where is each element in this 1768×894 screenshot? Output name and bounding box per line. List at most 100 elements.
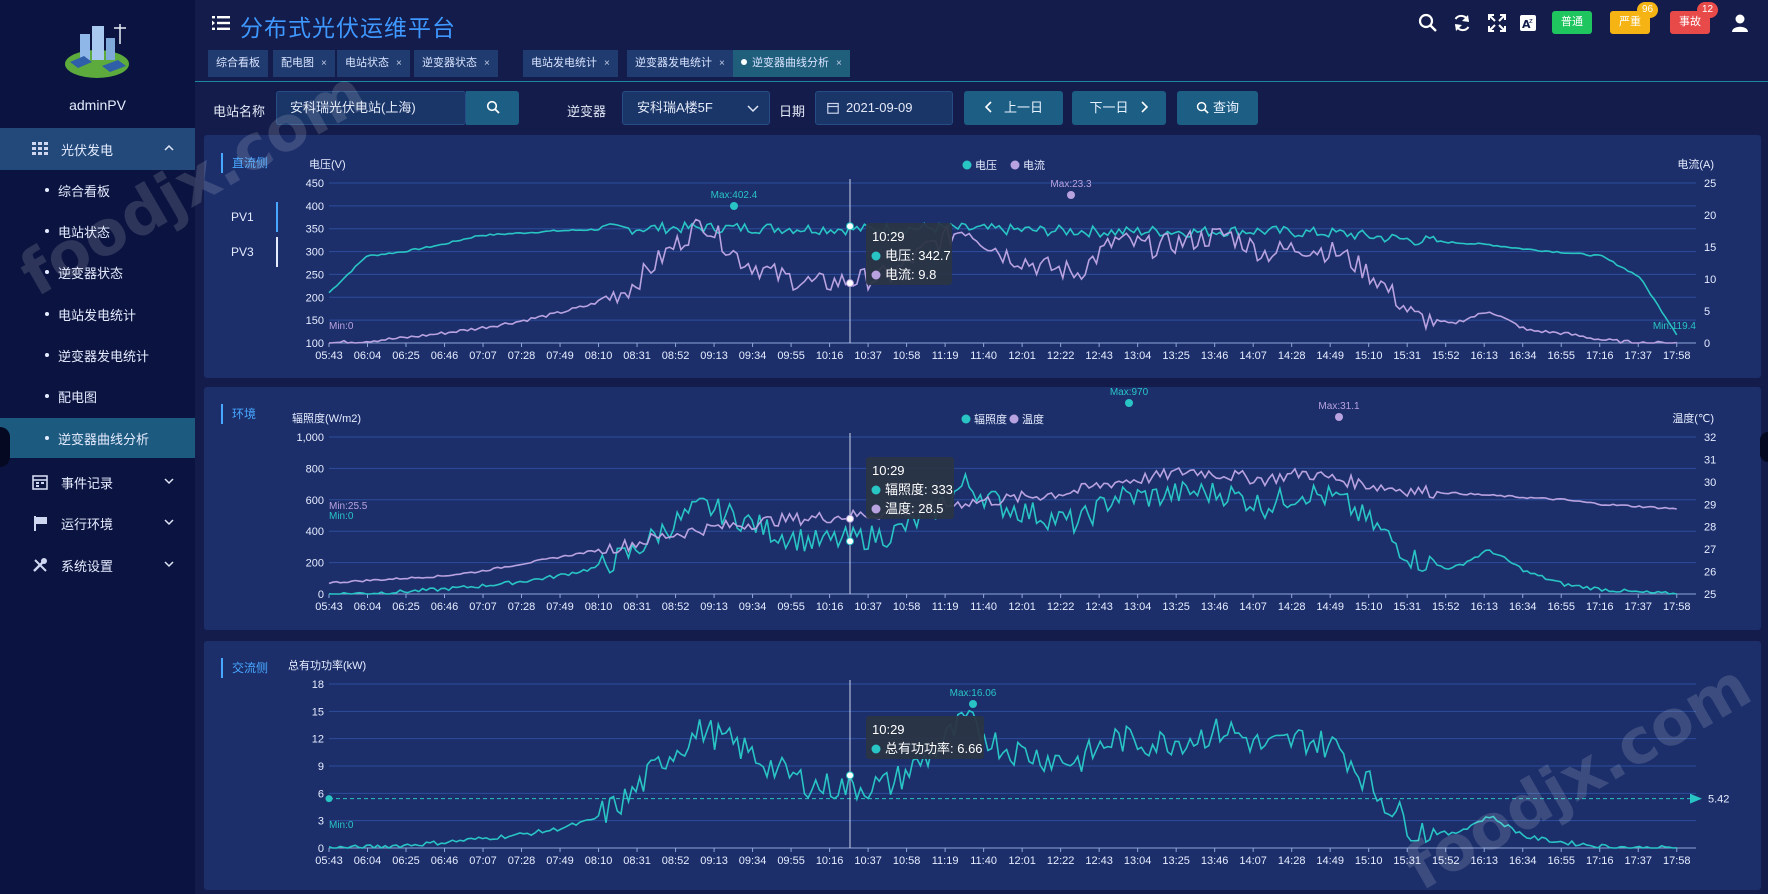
menu-group-settings[interactable]: 系统设置 xyxy=(0,544,195,586)
close-icon[interactable]: × xyxy=(396,58,402,69)
next-day-button[interactable]: 下一日 xyxy=(1072,91,1166,125)
tooltip-swatch xyxy=(871,251,881,261)
flag-icon xyxy=(34,516,47,531)
environment-panel-title: 环境 xyxy=(221,404,256,424)
tab-distribution[interactable]: 配电图 × xyxy=(273,50,335,77)
search-icon[interactable] xyxy=(1418,13,1438,33)
tab-dashboard[interactable]: 综合看板 xyxy=(208,50,268,77)
environment-chart[interactable]: 0 200 400 600 800 1,000 25 26 27 28 29 30 31 32 辐照度(W/… xyxy=(204,387,1761,630)
x-tick-label: 08:31 xyxy=(623,350,651,362)
station-value: 安科瑞光伏电站(上海) xyxy=(290,100,416,115)
x-tick-label: 13:25 xyxy=(1162,601,1190,613)
right-collapse-handle[interactable] xyxy=(1760,432,1768,462)
x-tick-label: 15:52 xyxy=(1432,855,1460,867)
tab-station-status[interactable]: 电站状态 × xyxy=(337,50,410,77)
tooltip-swatch xyxy=(871,270,881,280)
x-tick-label: 08:52 xyxy=(662,601,690,613)
series-line xyxy=(328,218,1677,345)
alarm-accident-button[interactable]: 事故 12 xyxy=(1670,2,1718,34)
x-tick-label: 14:28 xyxy=(1278,350,1306,362)
station-input[interactable]: 安科瑞光伏电站(上海) xyxy=(276,91,466,125)
pv-tab-pv1[interactable]: PV1 xyxy=(231,202,278,232)
y2-tick-label: 26 xyxy=(1704,567,1716,579)
menu-group-label: 光伏发电 xyxy=(61,142,114,158)
x-tick-label: 13:04 xyxy=(1124,855,1152,867)
sidebar-item-inverter-curve[interactable]: 逆变器曲线分析 xyxy=(0,418,195,458)
search-icon xyxy=(1196,101,1209,114)
tab-label: 逆变器发电统计 xyxy=(635,57,712,69)
sidebar-item-station-status[interactable]: 电站状态 xyxy=(0,211,195,251)
x-tick-label: 11:40 xyxy=(970,601,997,613)
x-tick-label: 10:16 xyxy=(816,601,844,613)
x-tick-label: 17:37 xyxy=(1624,350,1652,362)
x-tick-label: 05:43 xyxy=(315,350,343,362)
calendar-icon xyxy=(32,475,48,490)
sidebar-item-dashboard[interactable]: 综合看板 xyxy=(0,170,195,210)
chevron-down-icon xyxy=(747,105,759,113)
svg-text:z: z xyxy=(1529,17,1533,25)
sidebar-item-station-stats[interactable]: 电站发电统计 xyxy=(0,294,195,334)
station-search-button[interactable] xyxy=(466,91,519,125)
x-tick-label: 10:16 xyxy=(816,350,844,362)
close-icon[interactable]: × xyxy=(484,58,490,69)
dc-chart[interactable]: 100 150 200 250 300 350 400 450 0 5 10 15 20 25 电压(V) 电… xyxy=(204,135,1761,378)
tab-bar: 综合看板 配电图 × 电站状态 × 逆变器状态 × 电站发电统计 × 逆变器发电统计 × … xyxy=(195,48,1768,82)
tooltip-time: 10:29 xyxy=(872,722,905,737)
tab-inverter-curve[interactable]: 逆变器曲线分析 × xyxy=(733,50,850,77)
menu-group-pv[interactable]: 光伏发电 xyxy=(0,128,195,170)
sidebar-item-distribution[interactable]: 配电图 xyxy=(0,376,195,416)
sidebar-item-inverter-stats[interactable]: 逆变器发电统计 xyxy=(0,335,195,375)
close-icon[interactable]: × xyxy=(321,58,327,69)
search-icon xyxy=(486,100,500,114)
legend-label: 电流 xyxy=(1023,158,1045,172)
tooltip-box xyxy=(866,223,952,285)
fullscreen-icon[interactable] xyxy=(1487,13,1507,33)
x-tick-label: 06:25 xyxy=(392,601,420,613)
menu-toggle-icon[interactable] xyxy=(212,15,230,31)
close-icon[interactable]: × xyxy=(604,58,610,69)
x-tick-label: 16:55 xyxy=(1547,350,1575,362)
tooltip-box xyxy=(866,457,954,519)
menu-group-environment[interactable]: 运行环境 xyxy=(0,502,195,544)
close-icon[interactable]: × xyxy=(719,58,725,69)
y2-tick-label: 15 xyxy=(1704,242,1716,254)
tooltip-time: 10:29 xyxy=(872,463,905,478)
close-icon[interactable]: × xyxy=(836,58,842,69)
dc-panel: 直流侧 PV1 PV3 100 150 200 250 300 350 400 450 0 5 10… xyxy=(204,135,1761,378)
extreme-label: Max:23.3 xyxy=(1050,179,1092,190)
sidebar-collapse-handle[interactable] xyxy=(0,427,10,467)
tab-station-stats[interactable]: 电站发电统计 × xyxy=(523,50,618,77)
ac-chart[interactable]: 0 3 6 9 12 15 18 总有功功率(kW) 05:43 06:04 06:25 06:46 0… xyxy=(204,641,1761,890)
station-label: 电站名称 xyxy=(213,104,266,119)
alarm-severe-button[interactable]: 严重 96 xyxy=(1610,2,1658,34)
pv-tab-pv3[interactable]: PV3 xyxy=(231,237,278,267)
prev-day-button[interactable]: 上一日 xyxy=(964,91,1063,125)
sidebar-item-inverter-status[interactable]: 逆变器状态 xyxy=(0,252,195,292)
sidebar-item-label: 电站发电统计 xyxy=(58,307,137,323)
x-tick-label: 14:07 xyxy=(1239,350,1267,362)
translate-icon[interactable]: Az xyxy=(1519,13,1539,33)
x-tick-label: 16:34 xyxy=(1509,350,1537,362)
tools-icon xyxy=(33,558,47,572)
y-axis-label: 辐照度(W/m2) xyxy=(292,411,361,425)
x-tick-label: 12:01 xyxy=(1008,350,1036,362)
x-tick-label: 10:58 xyxy=(893,855,921,867)
user-icon[interactable] xyxy=(1730,13,1750,33)
date-picker[interactable]: 2021-09-09 xyxy=(815,91,953,125)
query-button[interactable]: 查询 xyxy=(1177,91,1258,125)
x-tick-label: 12:22 xyxy=(1047,855,1075,867)
alarm-normal-button[interactable]: 普通 xyxy=(1552,11,1592,34)
y-tick-label: 450 xyxy=(306,178,324,190)
tooltip-item: 温度: 28.5 xyxy=(885,501,944,516)
tab-inverter-status[interactable]: 逆变器状态 × xyxy=(414,50,498,77)
refresh-icon[interactable] xyxy=(1452,13,1472,33)
x-tick-label: 07:49 xyxy=(546,601,574,613)
tab-label: 综合看板 xyxy=(216,57,260,69)
menu-group-events[interactable]: 事件记录 xyxy=(0,461,195,503)
tab-inverter-stats[interactable]: 逆变器发电统计 × xyxy=(627,50,733,77)
inverter-select[interactable]: 安科瑞A楼5F xyxy=(622,91,770,125)
y-tick-label: 0 xyxy=(318,589,324,601)
x-tick-label: 05:43 xyxy=(315,855,343,867)
x-tick-label: 13:46 xyxy=(1201,350,1229,362)
x-tick-label: 13:25 xyxy=(1162,855,1190,867)
